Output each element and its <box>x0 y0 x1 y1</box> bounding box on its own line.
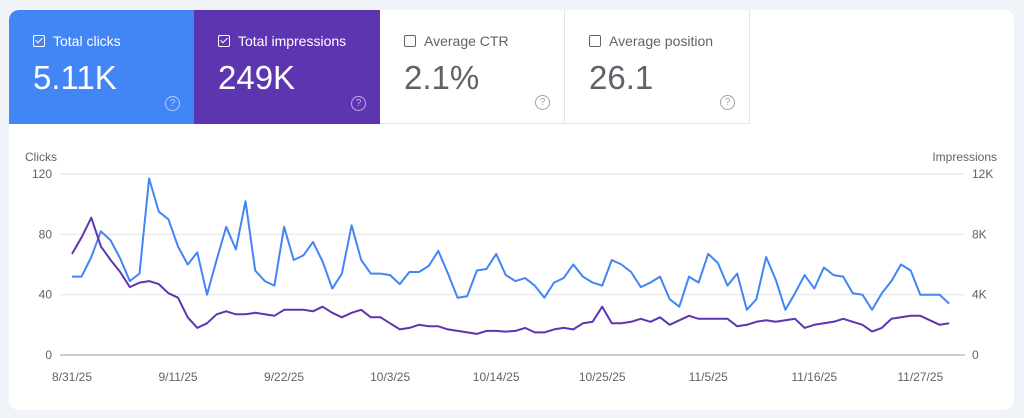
checkbox-checked-icon[interactable] <box>218 35 230 47</box>
left-tick-label: 80 <box>39 227 53 241</box>
left-axis-label: Clicks <box>25 150 57 164</box>
metric-value: 2.1% <box>404 59 480 96</box>
checkbox-unchecked-icon[interactable] <box>404 35 416 47</box>
help-icon[interactable]: ? <box>351 96 366 111</box>
checkbox-unchecked-icon[interactable] <box>589 35 601 47</box>
metric-card-total-clicks[interactable]: Total clicks 5.11K ? <box>9 10 194 124</box>
x-tick-label: 10/3/25 <box>370 370 410 384</box>
series-line-clicks <box>72 177 950 311</box>
right-tick-label: 4K <box>972 288 987 302</box>
series-line-impressions <box>71 216 950 335</box>
metric-label: Average position <box>609 33 714 49</box>
right-tick-label: 8K <box>972 227 987 241</box>
x-tick-label: 10/25/25 <box>579 370 626 384</box>
metric-value: 26.1 <box>589 59 654 96</box>
x-tick-label: 11/27/25 <box>897 370 943 384</box>
x-tick-label: 9/11/25 <box>158 370 197 384</box>
metric-card-average-ctr[interactable]: Average CTR 2.1% ? <box>380 10 565 124</box>
metric-value: 5.11K <box>33 59 117 96</box>
metric-card-average-position[interactable]: Average position 26.1 ? <box>565 10 750 124</box>
metric-label: Average CTR <box>424 33 509 49</box>
left-tick-label: 120 <box>32 167 52 181</box>
metric-label: Total impressions <box>238 33 347 49</box>
left-tick-label: 0 <box>45 348 52 362</box>
checkbox-checked-icon[interactable] <box>33 35 45 47</box>
right-axis-label: Impressions <box>932 150 997 164</box>
help-icon[interactable]: ? <box>535 95 550 110</box>
right-tick-label: 12K <box>972 167 993 181</box>
metric-card-total-impressions[interactable]: Total impressions 249K ? <box>194 10 380 124</box>
x-tick-label: 9/22/25 <box>264 370 304 384</box>
left-tick-label: 40 <box>39 288 53 302</box>
x-tick-label: 10/14/25 <box>473 370 520 384</box>
x-tick-label: 11/5/25 <box>689 370 728 384</box>
right-tick-label: 0 <box>972 348 979 362</box>
metric-label: Total clicks <box>53 33 121 49</box>
help-icon[interactable]: ? <box>165 96 180 111</box>
x-tick-label: 8/31/25 <box>52 370 92 384</box>
help-icon[interactable]: ? <box>720 95 735 110</box>
performance-panel: Total clicks 5.11K ? Total impressions 2… <box>9 10 1014 410</box>
x-tick-label: 11/16/25 <box>791 370 837 384</box>
metric-value: 249K <box>218 59 296 96</box>
